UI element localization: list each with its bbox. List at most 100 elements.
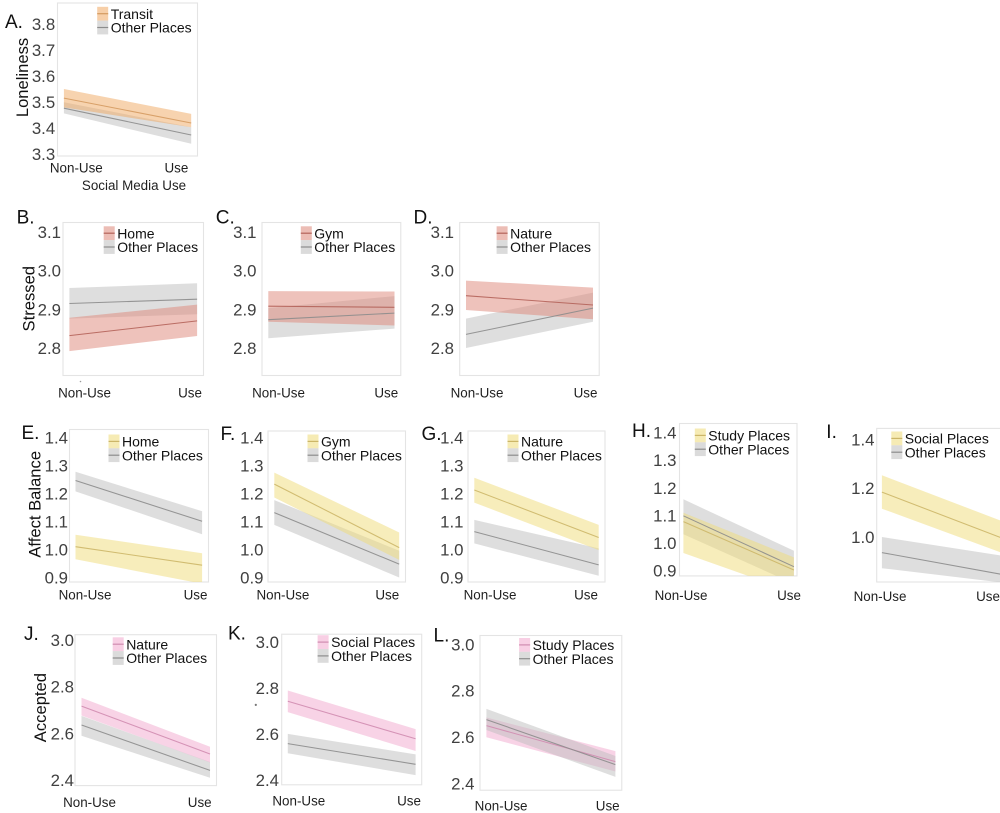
- svg-text:Non-Use: Non-Use: [655, 588, 708, 603]
- svg-text:3.8: 3.8: [32, 15, 55, 34]
- svg-text:Other Places: Other Places: [314, 239, 395, 255]
- svg-text:2.8: 2.8: [38, 339, 61, 358]
- svg-text:3.5: 3.5: [32, 93, 55, 112]
- svg-text:3.7: 3.7: [32, 41, 55, 60]
- svg-text:Nature: Nature: [521, 434, 563, 450]
- svg-text:H.: H.: [632, 421, 651, 442]
- svg-text:Social Places: Social Places: [331, 634, 415, 650]
- svg-text:Other Places: Other Places: [321, 447, 402, 463]
- svg-text:3.3: 3.3: [32, 145, 55, 164]
- svg-text:2.4: 2.4: [451, 774, 474, 793]
- svg-text:B.: B.: [17, 208, 35, 229]
- svg-text:1.4: 1.4: [240, 429, 263, 448]
- svg-text:L.: L.: [434, 626, 450, 647]
- svg-text:Use: Use: [574, 386, 598, 401]
- svg-text:Home: Home: [117, 225, 155, 241]
- svg-text:Other Places: Other Places: [533, 651, 614, 667]
- svg-text:1.1: 1.1: [45, 512, 68, 531]
- svg-text:3.1: 3.1: [38, 223, 61, 242]
- svg-text:1.0: 1.0: [440, 540, 463, 559]
- svg-text:Non-Use: Non-Use: [854, 589, 907, 604]
- svg-text:Non-Use: Non-Use: [252, 386, 305, 401]
- svg-text:2.8: 2.8: [51, 678, 74, 697]
- svg-text:3.6: 3.6: [32, 67, 55, 86]
- svg-text:2.8: 2.8: [431, 339, 454, 358]
- svg-text:1.3: 1.3: [45, 457, 68, 476]
- svg-text:0.9: 0.9: [240, 568, 263, 587]
- svg-text:Use: Use: [375, 588, 399, 603]
- svg-text:K.: K.: [228, 624, 246, 645]
- svg-text:Other Places: Other Places: [905, 444, 986, 460]
- svg-text:Other Places: Other Places: [510, 239, 591, 255]
- svg-text:Non-Use: Non-Use: [50, 161, 103, 176]
- svg-text:F.: F.: [221, 424, 236, 445]
- svg-text:1.0: 1.0: [851, 528, 874, 547]
- svg-text:3.0: 3.0: [51, 631, 74, 650]
- svg-text:Non-Use: Non-Use: [256, 588, 309, 603]
- svg-text:2.8: 2.8: [233, 339, 256, 358]
- svg-text:Gym: Gym: [321, 434, 351, 450]
- svg-text:1.2: 1.2: [45, 484, 68, 503]
- svg-text:Non-Use: Non-Use: [451, 386, 504, 401]
- svg-text:C.: C.: [216, 208, 235, 229]
- svg-text:Use: Use: [374, 386, 398, 401]
- svg-text:3.0: 3.0: [256, 633, 279, 652]
- svg-text:3.0: 3.0: [38, 262, 61, 281]
- svg-text:Non-Use: Non-Use: [59, 588, 112, 603]
- svg-text:Social Places: Social Places: [905, 431, 989, 447]
- svg-text:Use: Use: [574, 588, 598, 603]
- svg-text:Use: Use: [596, 799, 620, 813]
- svg-text:Non-Use: Non-Use: [464, 588, 517, 603]
- svg-text:0.9: 0.9: [45, 568, 68, 587]
- svg-text:3.0: 3.0: [233, 262, 256, 281]
- svg-text:G.: G.: [422, 424, 442, 445]
- svg-text:2.6: 2.6: [451, 728, 474, 747]
- svg-text:2.9: 2.9: [38, 301, 61, 320]
- svg-text:Other Places: Other Places: [521, 447, 602, 463]
- svg-text:Accepted: Accepted: [31, 673, 50, 742]
- svg-text:Transit: Transit: [111, 6, 153, 22]
- svg-text:1.1: 1.1: [440, 512, 463, 531]
- svg-text:0.9: 0.9: [440, 568, 463, 587]
- svg-text:Non-Use: Non-Use: [475, 799, 528, 813]
- svg-text:1.2: 1.2: [440, 484, 463, 503]
- svg-text:3.4: 3.4: [32, 119, 55, 138]
- svg-text:Stressed: Stressed: [20, 266, 39, 331]
- svg-text:1.2: 1.2: [653, 479, 676, 498]
- svg-text:I.: I.: [826, 422, 837, 443]
- svg-text:1.3: 1.3: [653, 451, 676, 470]
- svg-text:2.9: 2.9: [233, 301, 256, 320]
- svg-text:3.1: 3.1: [233, 223, 256, 242]
- svg-text:1.1: 1.1: [240, 512, 263, 531]
- svg-text:Use: Use: [164, 161, 188, 176]
- svg-text:1.2: 1.2: [240, 484, 263, 503]
- svg-text:Non-Use: Non-Use: [63, 795, 116, 810]
- svg-text:Study Places: Study Places: [708, 428, 790, 444]
- svg-text:1.0: 1.0: [240, 540, 263, 559]
- svg-text:3.0: 3.0: [451, 635, 474, 654]
- svg-text:Other Places: Other Places: [331, 648, 412, 664]
- svg-text:2.8: 2.8: [451, 682, 474, 701]
- svg-text:Other Places: Other Places: [708, 441, 789, 457]
- svg-text:Social Media Use: Social Media Use: [82, 178, 186, 193]
- svg-text:2.8: 2.8: [256, 679, 279, 698]
- svg-text:1.3: 1.3: [440, 457, 463, 476]
- svg-text:A.: A.: [5, 12, 23, 33]
- svg-text:Use: Use: [777, 588, 801, 603]
- svg-text:Study Places: Study Places: [533, 637, 615, 653]
- svg-text:Affect Balance: Affect Balance: [26, 451, 45, 558]
- svg-text:Non-Use: Non-Use: [58, 386, 111, 401]
- svg-text:D.: D.: [414, 208, 433, 229]
- svg-text:Nature: Nature: [126, 636, 168, 652]
- svg-text:3.1: 3.1: [431, 223, 454, 242]
- svg-text:1.0: 1.0: [653, 534, 676, 553]
- svg-text:Use: Use: [397, 793, 421, 808]
- svg-text:Use: Use: [976, 589, 1000, 604]
- svg-text:Other Places: Other Places: [117, 239, 198, 255]
- svg-text:Loneliness: Loneliness: [13, 38, 32, 117]
- svg-text:Other Places: Other Places: [122, 447, 203, 463]
- svg-text:1.4: 1.4: [440, 429, 463, 448]
- svg-text:Other Places: Other Places: [111, 20, 192, 36]
- svg-text:Gym: Gym: [314, 225, 344, 241]
- svg-text:Nature: Nature: [510, 225, 552, 241]
